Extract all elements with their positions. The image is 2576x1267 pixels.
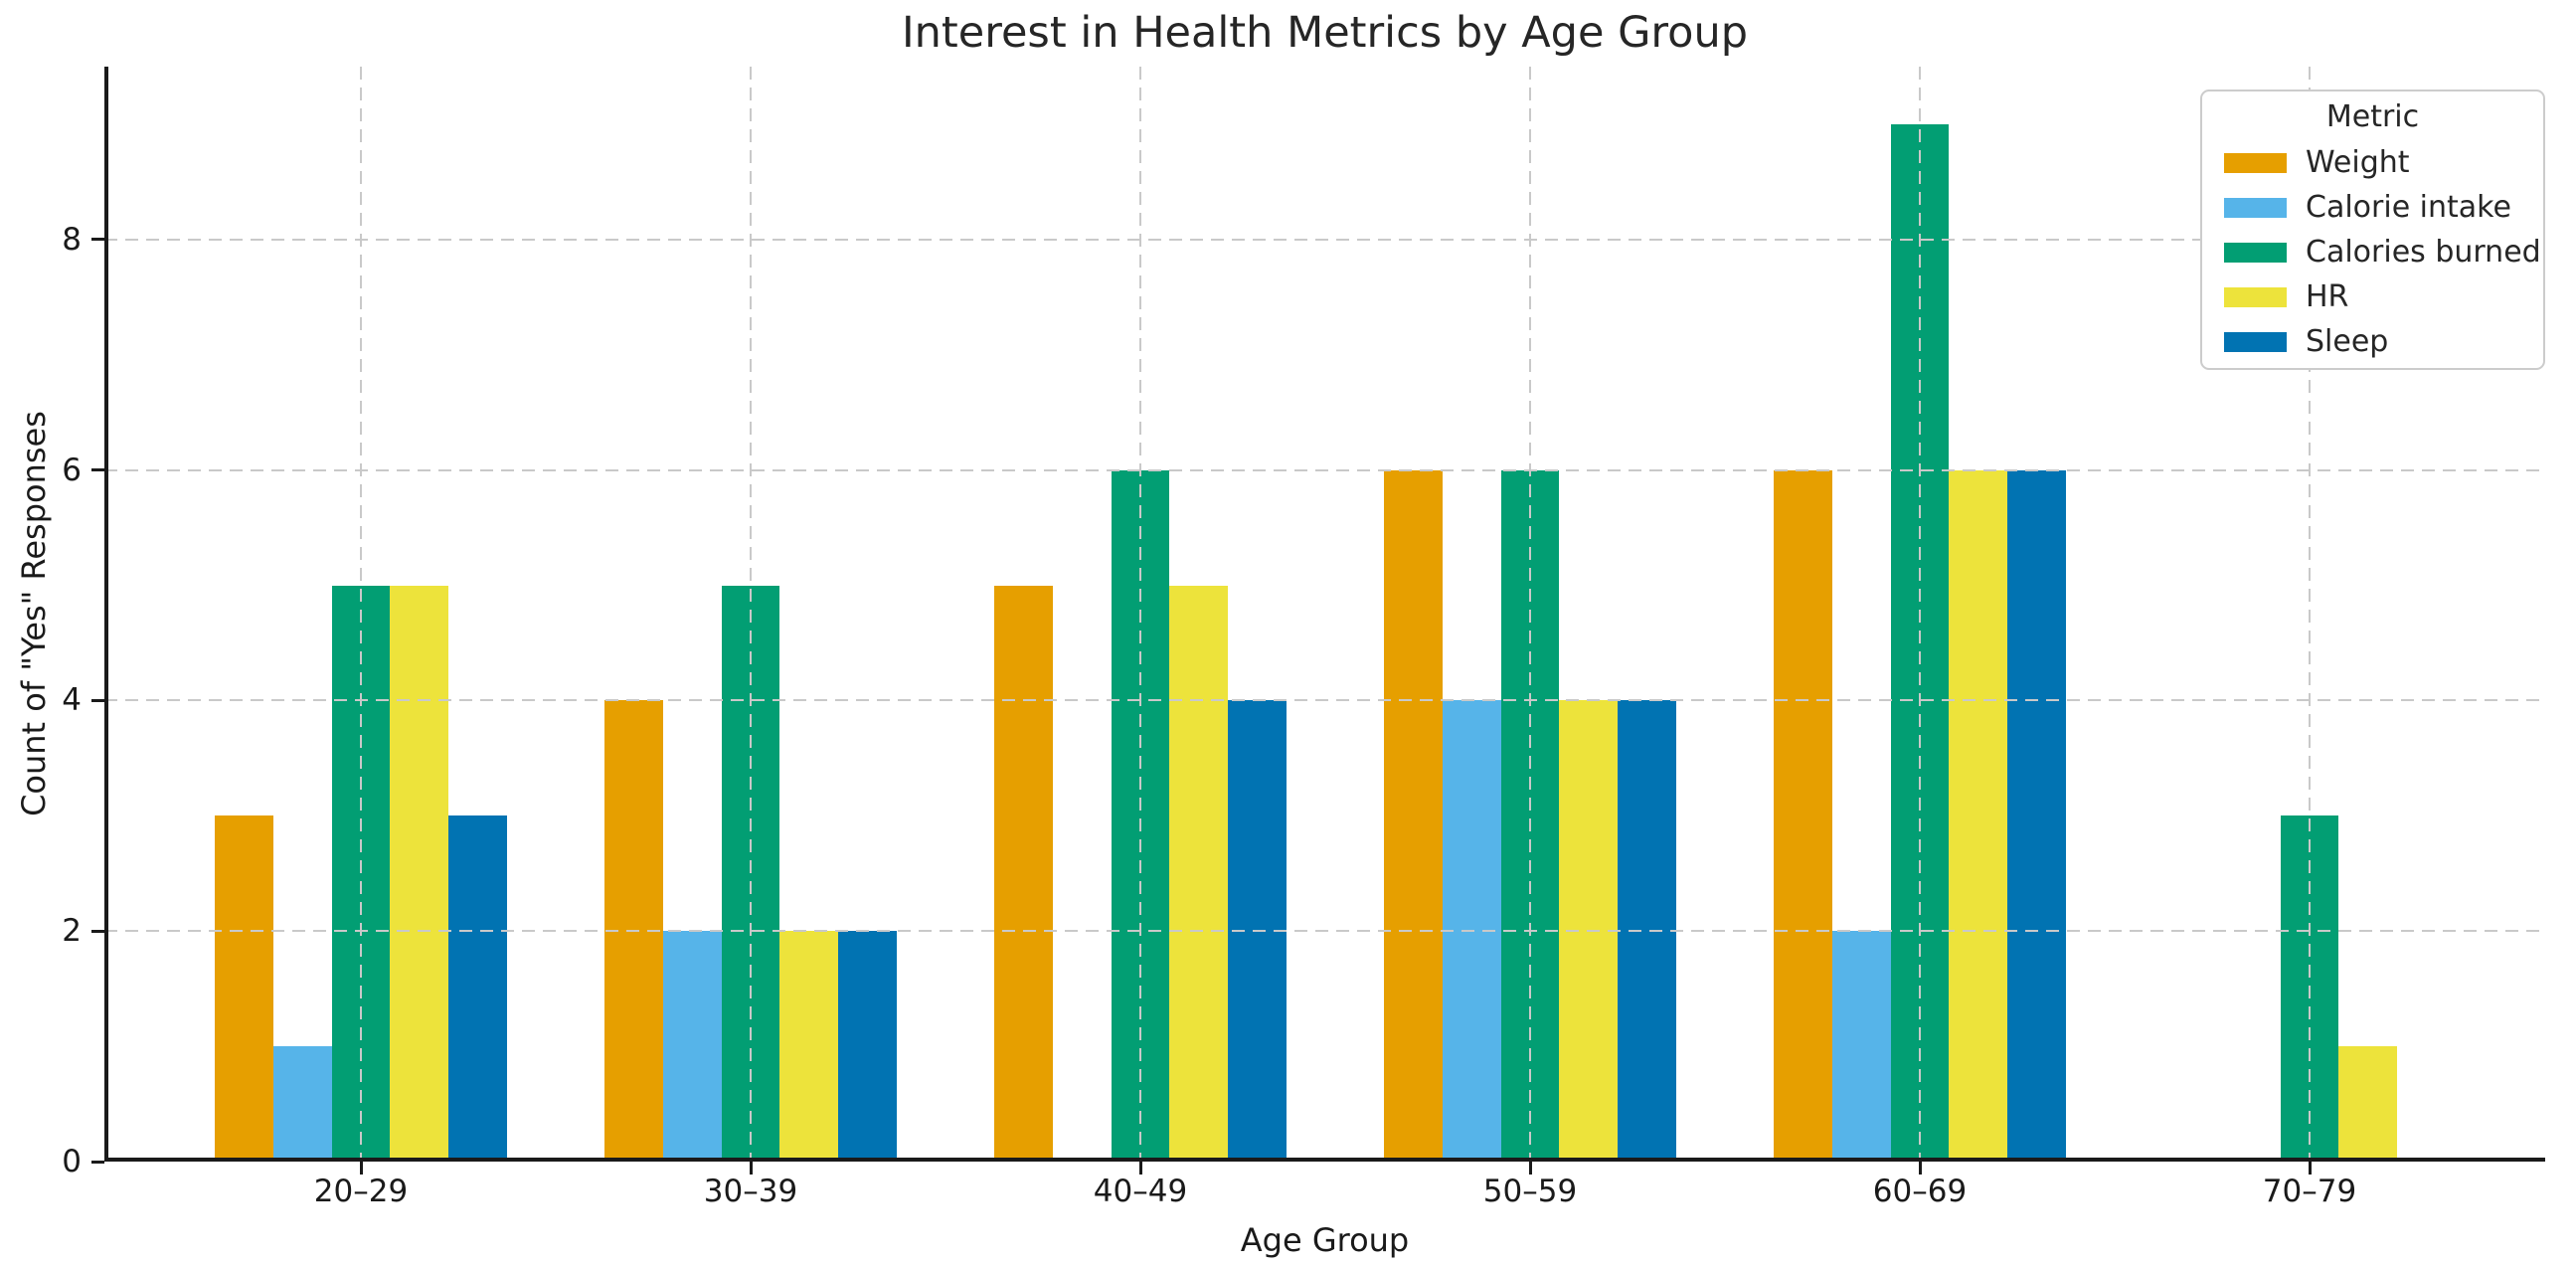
y-axis-spine bbox=[104, 67, 108, 1162]
gridline-vertical bbox=[750, 67, 752, 1162]
gridline-horizontal bbox=[104, 238, 2545, 241]
legend-item: Sleep bbox=[2202, 319, 2543, 364]
y-axis-label: Count of "Yes" Responses bbox=[15, 411, 53, 816]
x-tick bbox=[1528, 1162, 1532, 1175]
x-tick bbox=[359, 1162, 363, 1175]
bar-calorie-intake-30-39 bbox=[662, 931, 722, 1162]
x-tick-label: 40–49 bbox=[1093, 1174, 1188, 1209]
bar-sleep-60-69 bbox=[2007, 469, 2066, 1162]
x-tick-label: 20–29 bbox=[313, 1174, 409, 1209]
gridline-vertical bbox=[1919, 67, 1921, 1162]
x-tick bbox=[2308, 1162, 2312, 1175]
legend-items: Weight Calorie intake Calories burned HR Sle… bbox=[2202, 140, 2543, 364]
bar-weight-40-49 bbox=[994, 585, 1053, 1162]
legend-title: Metric bbox=[2325, 99, 2420, 134]
bar-weight-20-29 bbox=[215, 815, 273, 1162]
x-tick bbox=[749, 1162, 753, 1175]
bar-hr-60-69 bbox=[1949, 469, 2008, 1162]
gridline-horizontal bbox=[104, 468, 2545, 471]
bar-hr-40-49 bbox=[1169, 585, 1229, 1162]
x-tick-label: 30–39 bbox=[703, 1174, 798, 1209]
bar-weight-60-69 bbox=[1774, 469, 1832, 1162]
legend-item-label: Weight bbox=[2306, 145, 2410, 180]
legend-swatch-calorie-intake bbox=[2224, 197, 2287, 218]
y-tick bbox=[91, 929, 104, 933]
y-tick-label: 0 bbox=[62, 1144, 82, 1179]
gridline-vertical bbox=[1529, 67, 1531, 1162]
y-tick bbox=[91, 238, 104, 242]
y-tick-label: 4 bbox=[62, 682, 82, 719]
plot-area: 0 2 4 6 8 20–29 30–39 40–49 50–59 60–69 70–79 bbox=[62, 67, 2545, 1209]
legend-item-label: Sleep bbox=[2306, 324, 2389, 359]
legend-item-label: HR bbox=[2306, 279, 2349, 314]
legend-item: Calorie intake bbox=[2202, 185, 2543, 230]
chart-title: Interest in Health Metrics by Age Group bbox=[901, 8, 1748, 58]
gridline-vertical bbox=[360, 67, 362, 1162]
x-tick-label: 60–69 bbox=[1872, 1174, 1968, 1209]
legend-swatch-calories-burned bbox=[2224, 242, 2287, 263]
legend-item: Calories burned bbox=[2202, 230, 2543, 274]
gridline-horizontal bbox=[104, 699, 2545, 702]
bar-sleep-30-39 bbox=[838, 931, 897, 1162]
x-axis-label: Age Group bbox=[1240, 1221, 1410, 1259]
x-tick bbox=[1918, 1162, 1922, 1175]
legend-item-label: Calories burned bbox=[2306, 235, 2541, 270]
x-tick bbox=[1138, 1162, 1142, 1175]
y-tick-label: 6 bbox=[62, 452, 82, 488]
y-tick-label: 2 bbox=[62, 913, 82, 950]
legend-swatch-hr bbox=[2224, 286, 2287, 307]
bar-weight-50-59 bbox=[1384, 469, 1443, 1162]
legend: Metric Weight Calorie intake Calories burn… bbox=[2200, 90, 2545, 370]
legend-swatch-sleep bbox=[2224, 331, 2287, 352]
legend-item: Weight bbox=[2202, 140, 2543, 185]
y-tick bbox=[91, 698, 104, 702]
bar-hr-70-79 bbox=[2338, 1046, 2398, 1162]
x-tick-label: 50–59 bbox=[1482, 1174, 1578, 1209]
x-axis-spine bbox=[104, 1158, 2545, 1162]
bar-hr-30-39 bbox=[779, 931, 839, 1162]
bar-sleep-20-29 bbox=[448, 815, 507, 1162]
x-tick-label: 70–79 bbox=[2262, 1174, 2357, 1209]
bar-calorie-intake-60-69 bbox=[1831, 931, 1891, 1162]
y-tick bbox=[91, 468, 104, 472]
bar-calorie-intake-20-29 bbox=[272, 1046, 332, 1162]
legend-item-label: Calorie intake bbox=[2306, 190, 2511, 225]
legend-item: HR bbox=[2202, 274, 2543, 319]
y-tick bbox=[91, 1160, 104, 1164]
gridline-vertical bbox=[1139, 67, 1141, 1162]
legend-swatch-weight bbox=[2224, 152, 2287, 173]
gridline-horizontal bbox=[104, 930, 2545, 933]
y-tick-label: 8 bbox=[62, 221, 82, 258]
gridline-vertical bbox=[2309, 67, 2311, 1162]
bar-hr-20-29 bbox=[390, 585, 449, 1162]
